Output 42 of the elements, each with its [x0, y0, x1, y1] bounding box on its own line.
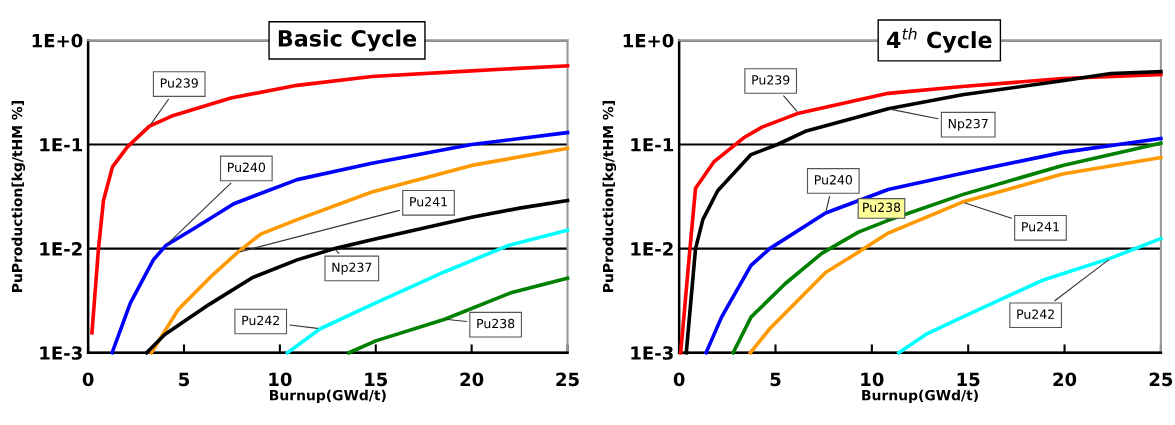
series-label: Pu240 [228, 162, 266, 173]
line-series [897, 236, 1163, 355]
x-axis-title: Burnup(GWd/t) [862, 389, 978, 404]
y-axis-title: PuProduction[kg/tHM %] [602, 101, 617, 292]
series-label: Np237 [948, 118, 988, 131]
y-tick-label: 1E-1 [40, 138, 83, 152]
x-tick-label: 5 [179, 372, 190, 387]
series-label: Pu238 [477, 318, 515, 329]
text: Pu239 [752, 75, 790, 85]
y-tick-label: 1E-2 [631, 242, 673, 256]
chart-title: 4$^{th}$ Cycle [886, 27, 992, 53]
series-label: Pu240 [814, 175, 853, 185]
text: Pu241 [1022, 221, 1059, 232]
x-tick-label: 15 [957, 372, 980, 387]
series-label: Pu241 [410, 196, 447, 207]
x-tick-label: 20 [460, 372, 484, 387]
series-label: Pu239 [160, 78, 198, 88]
x-tick-label: 10 [861, 372, 884, 387]
line-series [285, 228, 570, 355]
line-series [347, 276, 570, 355]
x-tick-label: 15 [365, 372, 388, 387]
series-label: Pu242 [1017, 309, 1054, 319]
x-tick-label: 25 [556, 372, 579, 387]
series-label: Pu238 [863, 202, 901, 213]
y-tick-label: 1E-3 [40, 346, 82, 360]
x-tick-label: 20 [1053, 372, 1077, 387]
y-tick-label: 1E+0 [32, 33, 83, 48]
chart-title: Basic Cycle [278, 29, 417, 52]
y-tick-label: 1E-1 [631, 138, 674, 152]
x-tick-label: 0 [82, 372, 94, 387]
x-tick-label: 0 [673, 372, 685, 387]
y-tick-label: 1E+0 [623, 33, 674, 48]
x-tick-label: 25 [1149, 372, 1173, 387]
x-tick-label: 5 [770, 372, 781, 387]
text: Pu242 [242, 315, 280, 326]
x-axis-title: Burnup(GWd/t) [270, 389, 386, 404]
series-label: Np237 [332, 262, 372, 275]
y-tick-label: 1E-3 [631, 346, 673, 360]
x-tick-label: 10 [269, 372, 292, 387]
y-axis-title: PuProduction[kg/tHM %] [11, 101, 26, 292]
y-tick-label: 1E-2 [40, 242, 82, 256]
line-series [90, 63, 570, 335]
